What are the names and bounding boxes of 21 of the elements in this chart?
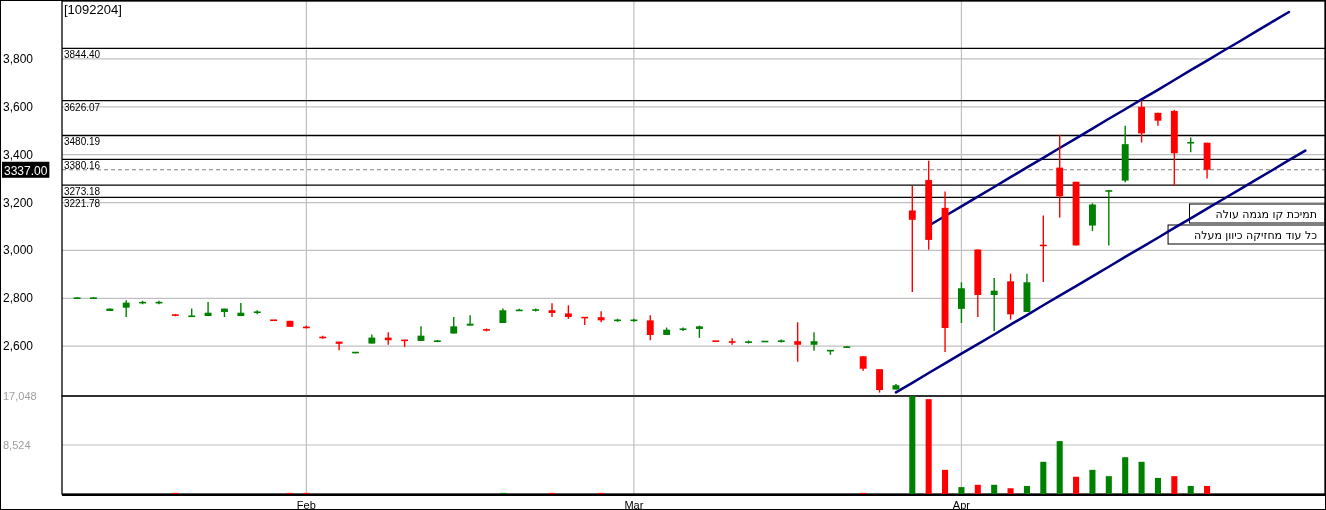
ref-label: 3480.19: [64, 136, 101, 148]
ytick: 17,048: [3, 390, 37, 402]
annotation: תמיכת קו מגמה עולה: [1215, 208, 1317, 221]
ref-label: 3273.18: [64, 186, 101, 198]
title: [1092204]: [64, 2, 122, 17]
ytick: 2,800: [3, 291, 34, 306]
ref-label: 3221.78: [64, 198, 101, 210]
ref-label: 3844.40: [64, 49, 101, 61]
ytick: 3,600: [3, 99, 34, 114]
ytick: 3,200: [3, 195, 34, 210]
ytick: 3,000: [3, 243, 34, 258]
ref-label: 3337.00: [4, 163, 48, 178]
ref-label: 3626.07: [64, 101, 101, 113]
xtick: Feb: [296, 499, 316, 510]
ytick: 3,400: [3, 147, 34, 162]
ytick: 2,600: [3, 339, 34, 354]
ytick: 3,800: [3, 51, 34, 66]
annotation: כל עוד מחזיקה כיוון מעלה: [1194, 229, 1317, 242]
ytick: 8,524: [3, 439, 31, 451]
xtick: Mar: [624, 499, 644, 510]
ref-label: 3380.16: [64, 160, 101, 172]
